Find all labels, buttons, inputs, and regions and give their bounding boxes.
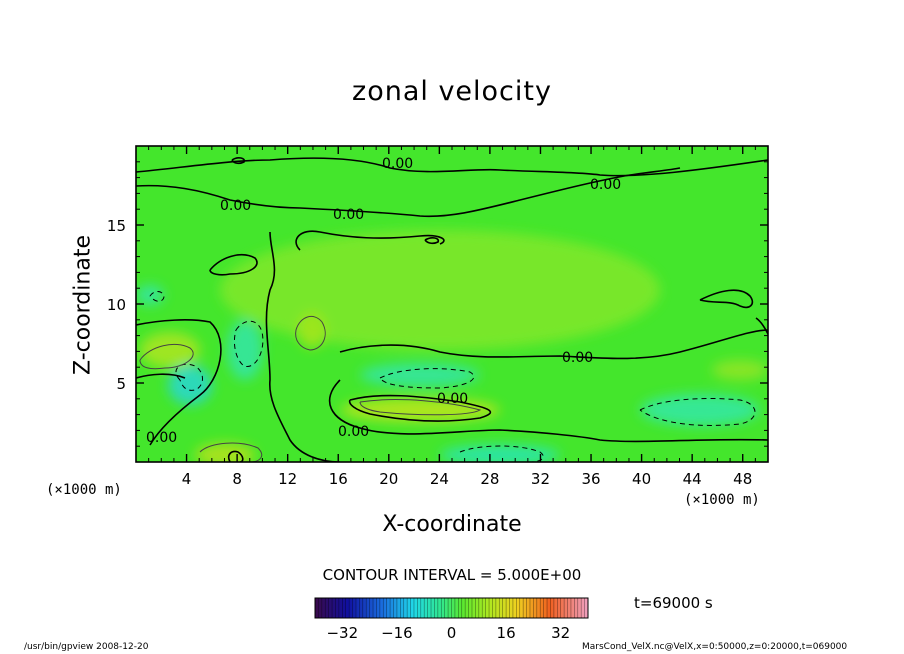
colorbar-ticks: −32 −16 0 16 32 bbox=[326, 624, 570, 642]
x-tick-label: 8 bbox=[232, 470, 242, 488]
positive-contour-lines bbox=[139, 315, 482, 462]
negative-contour-lines bbox=[149, 291, 756, 462]
negative-anomaly bbox=[136, 285, 164, 305]
x-axis-label: X-coordinate bbox=[0, 512, 904, 537]
x-tick-label: 4 bbox=[182, 470, 192, 488]
contour-label: 0.00 bbox=[562, 350, 593, 366]
contour-label: 0.00 bbox=[220, 198, 251, 214]
y-tick-label: 15 bbox=[107, 217, 126, 235]
x-tick-label: 48 bbox=[733, 470, 752, 488]
x-tick-label: 12 bbox=[278, 470, 297, 488]
contour-zero bbox=[227, 450, 244, 462]
contour-negative bbox=[459, 445, 544, 462]
x-axis-unit: (×1000 m) bbox=[684, 492, 760, 508]
colorbar-tick-label: −16 bbox=[381, 624, 413, 642]
contour-negative bbox=[379, 368, 475, 389]
x-tick-label: 40 bbox=[632, 470, 651, 488]
contour-zero bbox=[136, 167, 681, 218]
contour-zero bbox=[209, 254, 258, 276]
contour-zero bbox=[328, 379, 768, 443]
colorbar: −32 −16 0 16 32 bbox=[314, 597, 589, 642]
contour-lines bbox=[136, 157, 768, 462]
time-label: t=69000 s bbox=[634, 594, 713, 612]
contour-zero bbox=[231, 157, 246, 165]
contour-negative bbox=[149, 291, 165, 302]
x-tick-label: 36 bbox=[581, 470, 600, 488]
y-axis-label: Z-coordinate bbox=[70, 235, 96, 375]
footer-command: /usr/bin/gpview 2008-12-20 bbox=[24, 642, 149, 652]
footer-source: MarsCond_VelX.nc@VelX,x=0:50000,z=0:2000… bbox=[582, 642, 848, 652]
positive-anomaly bbox=[298, 312, 326, 348]
contour-label: 0.00 bbox=[590, 177, 621, 193]
y-axis-unit: (×1000 m) bbox=[46, 482, 122, 498]
contour-positive bbox=[295, 315, 326, 351]
x-tick-label: 16 bbox=[329, 470, 348, 488]
colorbar-tick-label: 16 bbox=[497, 624, 516, 642]
colorbar-tick-label: −32 bbox=[326, 624, 358, 642]
negative-anomaly bbox=[227, 320, 263, 380]
y-tick-label: 5 bbox=[116, 375, 126, 393]
negative-anomaly bbox=[640, 394, 760, 426]
positive-anomaly bbox=[195, 443, 255, 462]
contour-negative bbox=[639, 397, 756, 426]
positive-anomaly bbox=[140, 332, 200, 368]
contour-zero bbox=[339, 329, 768, 360]
positive-anomaly bbox=[220, 230, 660, 350]
x-tick-label: 44 bbox=[683, 470, 702, 488]
contour-label: 0.00 bbox=[146, 430, 177, 446]
negative-anomaly bbox=[360, 363, 480, 387]
x-tick-label: 28 bbox=[480, 470, 499, 488]
contour-zero bbox=[136, 373, 186, 379]
y-axis-ticks: 5 10 15 bbox=[107, 161, 768, 447]
contour-label: 0.00 bbox=[338, 424, 369, 440]
positive-anomaly bbox=[712, 360, 768, 380]
colorbar-tick-label: 0 bbox=[447, 624, 457, 642]
colorbar-tick-label: 32 bbox=[551, 624, 570, 642]
negative-anomaly bbox=[168, 365, 212, 405]
colorbar-frame bbox=[314, 597, 589, 619]
contour-interval-text: CONTOUR INTERVAL = 5.000E+00 bbox=[322, 566, 582, 584]
contour-positive bbox=[359, 399, 482, 416]
contour-label: 0.00 bbox=[382, 156, 413, 172]
heatmap-field bbox=[136, 146, 768, 462]
contour-zero bbox=[699, 289, 754, 309]
contour-label-group: 0.00 0.00 0.00 0.00 0.00 0.00 0.00 0.00 bbox=[146, 156, 621, 446]
contour-label: 0.00 bbox=[333, 207, 364, 223]
x-tick-label: 24 bbox=[430, 470, 449, 488]
contour-zero bbox=[348, 394, 492, 422]
contour-label: 0.00 bbox=[437, 391, 468, 407]
contour-zero bbox=[295, 230, 445, 251]
x-axis-ticks: 4 8 12 16 20 24 28 32 36 40 44 48 bbox=[148, 146, 756, 488]
contour-zero bbox=[424, 237, 440, 245]
colorbar-stripes bbox=[318, 598, 585, 618]
x-tick-label: 32 bbox=[531, 470, 550, 488]
contour-positive bbox=[199, 442, 263, 462]
chart-title: zonal velocity bbox=[352, 76, 552, 107]
contour-zero bbox=[265, 231, 341, 462]
contour-negative bbox=[175, 363, 203, 391]
y-tick-label: 10 bbox=[107, 296, 126, 314]
contour-positive bbox=[139, 344, 194, 370]
x-axis-label-text: X-coordinate bbox=[382, 512, 522, 537]
contour-zero bbox=[136, 319, 222, 446]
x-tick-label: 20 bbox=[379, 470, 398, 488]
